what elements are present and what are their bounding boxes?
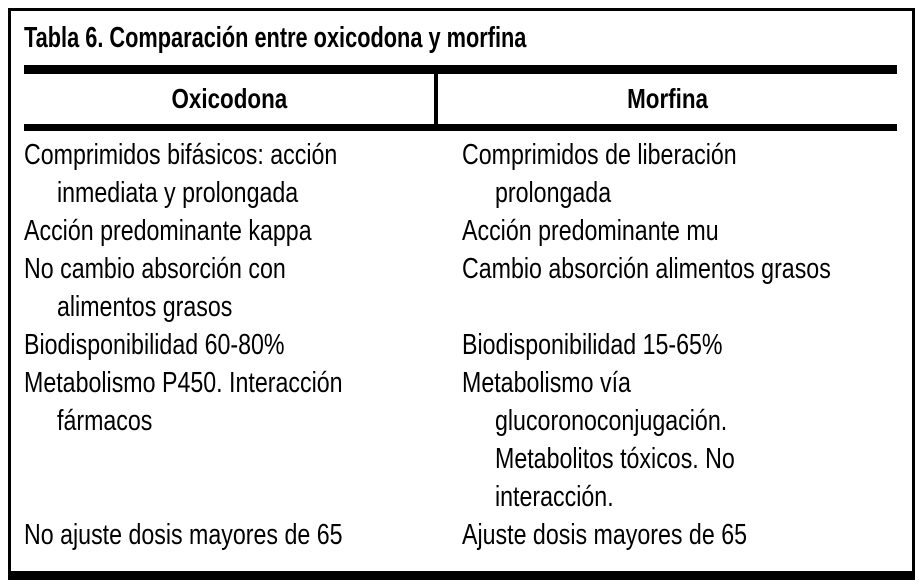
- cell-text: Biodisponibilidad 15-65%: [462, 329, 723, 361]
- cell-line: Cambio absorción alimentos grasos: [462, 250, 923, 288]
- header-column-divider: [434, 74, 438, 124]
- cell-line: Acción predominante mu: [462, 212, 897, 250]
- cell-text: Acción predominante kappa: [24, 215, 312, 247]
- column-header-morfina-label: Morfina: [627, 83, 708, 114]
- table-row: Comprimidos bifásicos: acción inmediata y…: [24, 136, 897, 212]
- cell-text: Metabolismo vía: [462, 367, 631, 399]
- cell-line: fármacos: [24, 402, 434, 440]
- cell-text: Comprimidos de liberación: [462, 139, 737, 171]
- cell-line: No cambio absorción con: [24, 250, 434, 288]
- column-header-morfina: Morfina: [438, 74, 897, 124]
- cell-line: Comprimidos de liberación: [462, 136, 897, 174]
- column-header-oxicodona: Oxicodona: [24, 74, 434, 124]
- cell-line: Ajuste dosis mayores de 65: [462, 516, 897, 554]
- table-row: No ajuste dosis mayores de 65 Ajuste dosi…: [24, 516, 897, 554]
- cell-line: Biodisponibilidad 15-65%: [462, 326, 897, 364]
- cell-text: Ajuste dosis mayores de 65: [462, 519, 747, 551]
- table-frame: Tabla 6. Comparación entre oxicodona y m…: [8, 8, 915, 580]
- cell-text: alimentos grasos: [57, 291, 233, 323]
- cell-text: Metabolitos tóxicos. No: [495, 443, 735, 475]
- cell-text: prolongada: [495, 177, 612, 209]
- table-row: Acción predominante kappa Acción predomin…: [24, 212, 897, 250]
- cell-text: Biodisponibilidad 60-80%: [24, 329, 285, 361]
- cell-oxicodona: Acción predominante kappa: [24, 212, 434, 250]
- table-header-row: Oxicodona Morfina: [24, 74, 897, 124]
- cell-text: glucoronoconjugación.: [495, 405, 728, 437]
- cell-morfina: Comprimidos de liberación prolongada: [434, 136, 897, 212]
- cell-text: Metabolismo P450. Interacción: [24, 367, 343, 399]
- table-body: Comprimidos bifásicos: acción inmediata y…: [24, 131, 897, 554]
- cell-line: Comprimidos bifásicos: acción: [24, 136, 434, 174]
- table-row: Biodisponibilidad 60-80% Biodisponibilida…: [24, 326, 897, 364]
- cell-line: inmediata y prolongada: [24, 174, 434, 212]
- cell-text: Acción predominante mu: [462, 215, 719, 247]
- cell-morfina: Biodisponibilidad 15-65%: [434, 326, 897, 364]
- cell-text: fármacos: [57, 405, 153, 437]
- table-row: Metabolismo P450. Interacción fármacos Met…: [24, 364, 897, 516]
- top-thick-rule: [24, 65, 897, 74]
- header-thick-rule: [24, 124, 897, 131]
- table-content: Tabla 6. Comparación entre oxicodona y m…: [24, 11, 897, 554]
- cell-line: Acción predominante kappa: [24, 212, 434, 250]
- cell-line: glucoronoconjugación.: [462, 402, 897, 440]
- table-title: Tabla 6. Comparación entre oxicodona y m…: [24, 21, 527, 54]
- cell-morfina: Ajuste dosis mayores de 65: [434, 516, 897, 554]
- cell-oxicodona: Metabolismo P450. Interacción fármacos: [24, 364, 434, 440]
- cell-line: alimentos grasos: [24, 288, 434, 326]
- cell-line: Metabolitos tóxicos. No: [462, 440, 897, 478]
- cell-text: Cambio absorción alimentos grasos: [462, 253, 831, 285]
- table-title-row: Tabla 6. Comparación entre oxicodona y m…: [24, 11, 897, 65]
- cell-text: interacción.: [495, 481, 614, 513]
- cell-oxicodona: No ajuste dosis mayores de 65: [24, 516, 434, 554]
- cell-oxicodona: No cambio absorción con alimentos grasos: [24, 250, 434, 326]
- cell-oxicodona: Biodisponibilidad 60-80%: [24, 326, 434, 364]
- cell-line: interacción.: [462, 478, 897, 516]
- cell-text: inmediata y prolongada: [57, 177, 299, 209]
- cell-text: No cambio absorción con: [24, 253, 286, 285]
- cell-line: Biodisponibilidad 60-80%: [24, 326, 434, 364]
- cell-morfina: Metabolismo vía glucoronoconjugación. Meta…: [434, 364, 897, 516]
- cell-morfina: Cambio absorción alimentos grasos: [434, 250, 923, 288]
- cell-morfina: Acción predominante mu: [434, 212, 897, 250]
- cell-line: prolongada: [462, 174, 897, 212]
- cell-line: Metabolismo P450. Interacción: [24, 364, 434, 402]
- column-header-oxicodona-label: Oxicodona: [171, 83, 287, 114]
- cell-line: No ajuste dosis mayores de 65: [24, 516, 434, 554]
- cell-line: Metabolismo vía: [462, 364, 897, 402]
- table-row: No cambio absorción con alimentos grasos C…: [24, 250, 897, 326]
- cell-text: No ajuste dosis mayores de 65: [24, 519, 343, 551]
- cell-text: Comprimidos bifásicos: acción: [24, 139, 338, 171]
- cell-oxicodona: Comprimidos bifásicos: acción inmediata y…: [24, 136, 434, 212]
